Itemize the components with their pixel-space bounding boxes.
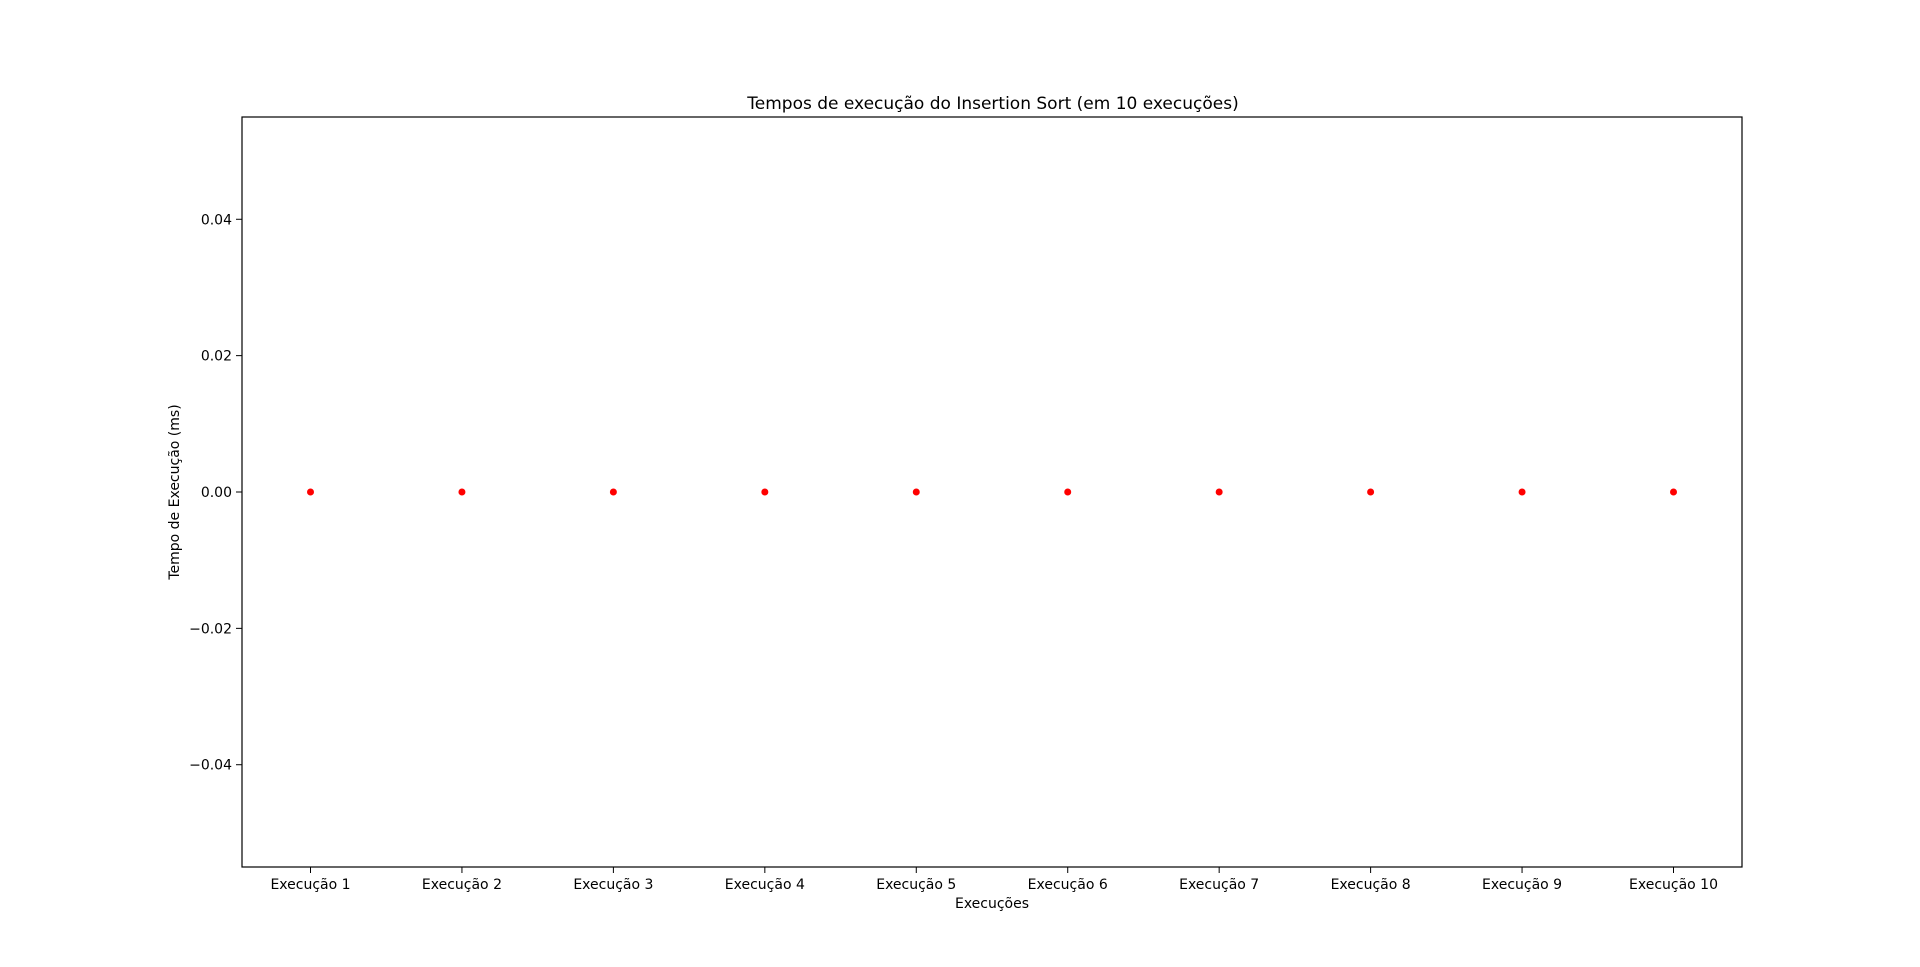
data-point (761, 488, 769, 496)
x-tick-label: Execução 3 (573, 877, 653, 893)
data-points (307, 488, 1677, 496)
data-point (1367, 488, 1375, 496)
y-tick-label: −0.02 (189, 621, 232, 637)
data-point (1215, 488, 1223, 496)
chart-title: Tempos de execução do Insertion Sort (em… (746, 94, 1238, 114)
y-tick-label: −0.04 (189, 758, 232, 774)
data-point (307, 488, 314, 496)
plot-area (241, 116, 1743, 868)
data-point (1064, 488, 1072, 496)
y-tick-label: 0.00 (201, 485, 232, 501)
y-tick-label: 0.02 (201, 349, 232, 365)
x-tick-label: Execução 1 (270, 877, 350, 893)
x-tick-label: Execução 5 (876, 877, 956, 893)
x-tick-label: Execução 2 (422, 877, 502, 893)
data-point (458, 488, 466, 496)
x-axis-label: Execuções (955, 896, 1029, 912)
x-tick-label: Execução 7 (1179, 877, 1259, 893)
data-point (609, 488, 617, 496)
x-tick-label: Execução 10 (1629, 877, 1718, 893)
x-tick-label: Execução 9 (1482, 877, 1562, 893)
y-axis-label: Tempo de Execução (ms) (167, 404, 183, 580)
data-point (912, 488, 920, 496)
y-axis: −0.04 −0.02 0.00 0.02 0.04 (189, 212, 242, 774)
x-axis: Execução 1 Execução 2 Execução 3 Execução 4… (270, 867, 1718, 893)
x-tick-label: Execução 4 (725, 877, 805, 893)
data-point (1518, 488, 1526, 496)
data-point (1670, 488, 1677, 496)
y-tick-label: 0.04 (201, 212, 232, 228)
x-tick-label: Execução 6 (1028, 877, 1108, 893)
x-tick-label: Execução 8 (1331, 877, 1411, 893)
